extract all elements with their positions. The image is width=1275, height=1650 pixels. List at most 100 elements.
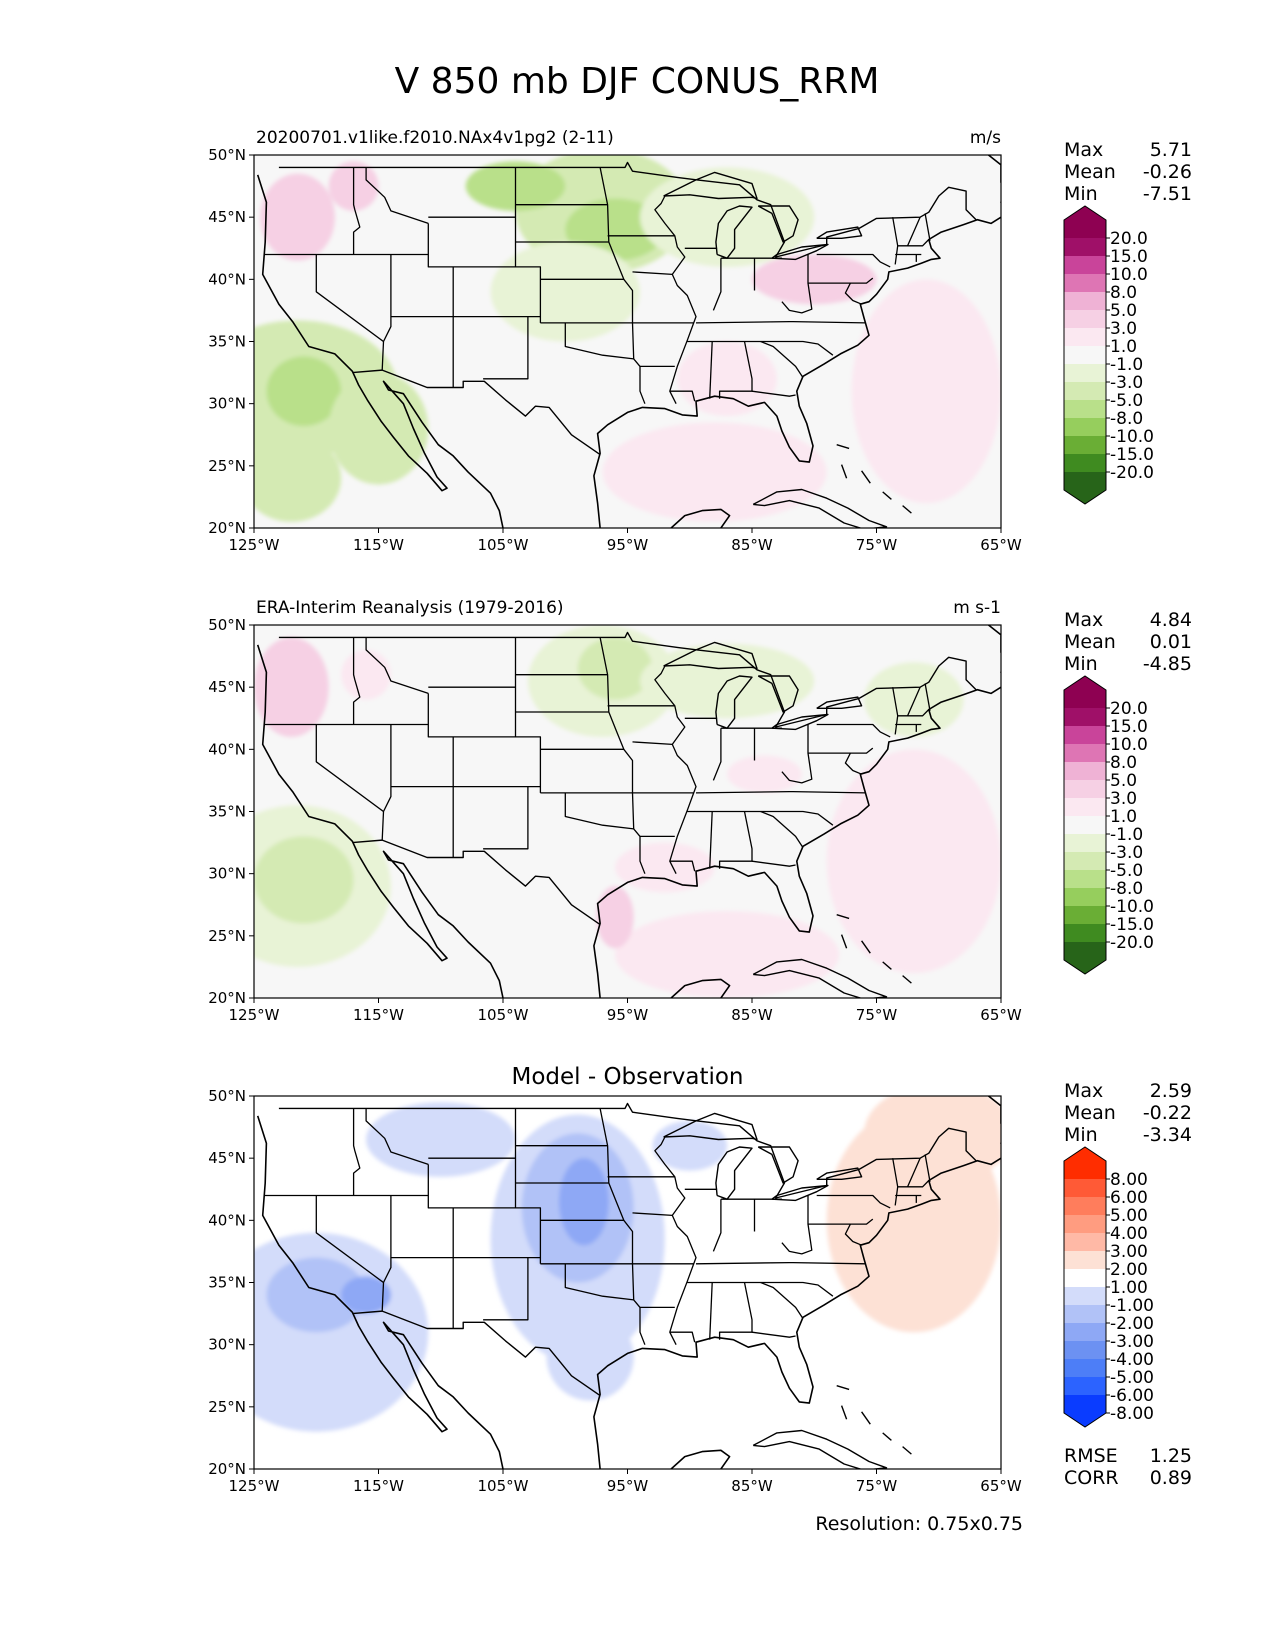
y-tick-label: 45°N <box>208 1149 246 1167</box>
bahamas-island-4 <box>882 1432 892 1441</box>
x-tick-label: 75°W <box>856 1477 898 1495</box>
yucatan-coastline <box>670 508 731 528</box>
colorbar-extend-min <box>1064 942 1106 974</box>
x-tick-label: 125°W <box>229 536 280 554</box>
state-boundary-32 <box>751 390 796 397</box>
state-boundary-23 <box>669 860 696 872</box>
colorbar-label: -4.00 <box>1110 1350 1154 1370</box>
y-tick-label: 25°N <box>208 457 246 475</box>
contour-region-15 <box>677 341 777 417</box>
colorbar-segment <box>1064 798 1106 816</box>
stat-label: Min <box>1064 653 1098 675</box>
panel-extra-stats: RMSE 1.25 CORR 0.89 <box>1064 1445 1192 1489</box>
colorbar-segment <box>1064 762 1106 780</box>
colorbar-label: 3.00 <box>1110 1242 1148 1262</box>
map-panel-1: 125°W 115°W 105°W 95°W 85°W 75°W 65°W 50°N 45°N 4… <box>208 128 1192 554</box>
colorbar-label: 1.00 <box>1110 1278 1148 1298</box>
state-boundary-28 <box>695 320 866 324</box>
state-boundary-38 <box>897 1180 930 1188</box>
colorbar-segment <box>1064 1359 1106 1377</box>
state-boundary-30 <box>709 1282 713 1340</box>
colorbar-label: -8.0 <box>1110 409 1143 429</box>
x-tick-label: 115°W <box>353 536 404 554</box>
colorbar-segment <box>1064 292 1106 310</box>
colorbar-label: -15.0 <box>1110 445 1154 465</box>
colorbar-label: 5.0 <box>1110 771 1137 791</box>
state-boundary-22 <box>654 1136 697 1345</box>
gulf-atlantic-coastline <box>593 625 1001 998</box>
x-tick-label: 65°W <box>980 536 1022 554</box>
bahamas-island-5 <box>902 1446 912 1455</box>
colorbar-segment <box>1064 708 1106 726</box>
state-boundary-39 <box>907 686 921 717</box>
state-boundary-7 <box>427 223 516 268</box>
colorbar-outline <box>1063 205 1107 505</box>
state-boundary-19 <box>632 1212 673 1217</box>
colorbar-label: 10.0 <box>1110 735 1148 755</box>
state-boundary-25 <box>712 258 722 311</box>
panels: 125°W 115°W 105°W 95°W 85°W 75°W 65°W 50°N 45°N 4… <box>208 128 1192 1495</box>
colorbar-segment <box>1064 436 1106 454</box>
colorbar-label: 3.0 <box>1110 319 1137 339</box>
y-tick-label: 25°N <box>208 927 246 945</box>
contour-region-7 <box>546 1313 634 1401</box>
state-boundary-4 <box>381 724 392 841</box>
lake-ontario <box>816 226 863 239</box>
colorbar-segment <box>1064 1215 1106 1233</box>
lake-erie <box>771 713 829 731</box>
state-boundary-1 <box>352 637 361 725</box>
colorbar-segment <box>1064 924 1106 942</box>
state-boundary-11 <box>514 167 542 323</box>
colorbar-label: 20.0 <box>1110 699 1148 719</box>
x-tick-label: 65°W <box>980 1006 1022 1024</box>
colorbar-label: -3.00 <box>1110 1332 1154 1352</box>
y-tick-label: 40°N <box>208 740 246 758</box>
map-outlines <box>256 155 1001 528</box>
state-boundary-29 <box>687 1281 834 1297</box>
colorbar-label: -1.0 <box>1110 825 1143 845</box>
state-boundary-38 <box>897 239 930 247</box>
x-tick-label: 125°W <box>229 1477 280 1495</box>
colorbar-label: 15.0 <box>1110 247 1148 267</box>
bahamas-island-1 <box>836 1385 850 1391</box>
lake-michigan <box>715 675 753 729</box>
colorbar-segment <box>1064 1377 1106 1395</box>
y-tick-label: 45°N <box>208 208 246 226</box>
colorbar-extend-min <box>1064 1395 1106 1427</box>
state-boundary-43 <box>844 752 862 775</box>
colorbar-segment <box>1064 382 1106 400</box>
y-tick-label: 40°N <box>208 1211 246 1229</box>
contour-region-4 <box>577 637 653 700</box>
y-tick-label: 50°N <box>208 146 246 164</box>
lake-michigan <box>715 1146 753 1200</box>
state-boundary-19 <box>632 271 673 276</box>
state-boundary-35 <box>807 724 874 754</box>
colorbar-segment <box>1064 418 1106 436</box>
mexico-border <box>352 1310 601 1397</box>
bahamas-island-3 <box>861 1411 871 1425</box>
colorbar: 8.006.005.004.003.002.001.00-1.00-2.00-3… <box>1063 1146 1154 1428</box>
contour-region-9 <box>826 749 1001 974</box>
stat-label: CORR <box>1064 1467 1119 1489</box>
state-boundary-10 <box>483 1257 529 1321</box>
west-coastline <box>256 644 504 998</box>
x-tick-label: 85°W <box>731 536 773 554</box>
y-tick-label: 50°N <box>208 616 246 634</box>
stat-label: Min <box>1064 1124 1098 1146</box>
panel-title-left: ERA-Interim Reanalysis (1979-2016) <box>256 598 564 618</box>
stat-value: -7.51 <box>1143 183 1192 205</box>
panel-stats: Max 5.71 Mean -0.26 Min -7.51 <box>1064 139 1192 205</box>
lake-huron <box>757 1146 799 1184</box>
colorbar-label: -1.00 <box>1110 1296 1154 1316</box>
stat-value: -3.34 <box>1143 1124 1192 1146</box>
x-tick-label: 95°W <box>607 536 649 554</box>
canada-border <box>278 631 977 728</box>
colorbar-segment <box>1064 238 1106 256</box>
canada-border <box>278 1102 977 1199</box>
stat-label: Mean <box>1064 631 1116 653</box>
y-tick-label: 50°N <box>208 1087 246 1105</box>
bahamas-island-2 <box>840 1405 848 1420</box>
colorbar-label: -3.0 <box>1110 373 1143 393</box>
state-boundary-34 <box>781 283 813 314</box>
y-tick-label: 40°N <box>208 270 246 288</box>
